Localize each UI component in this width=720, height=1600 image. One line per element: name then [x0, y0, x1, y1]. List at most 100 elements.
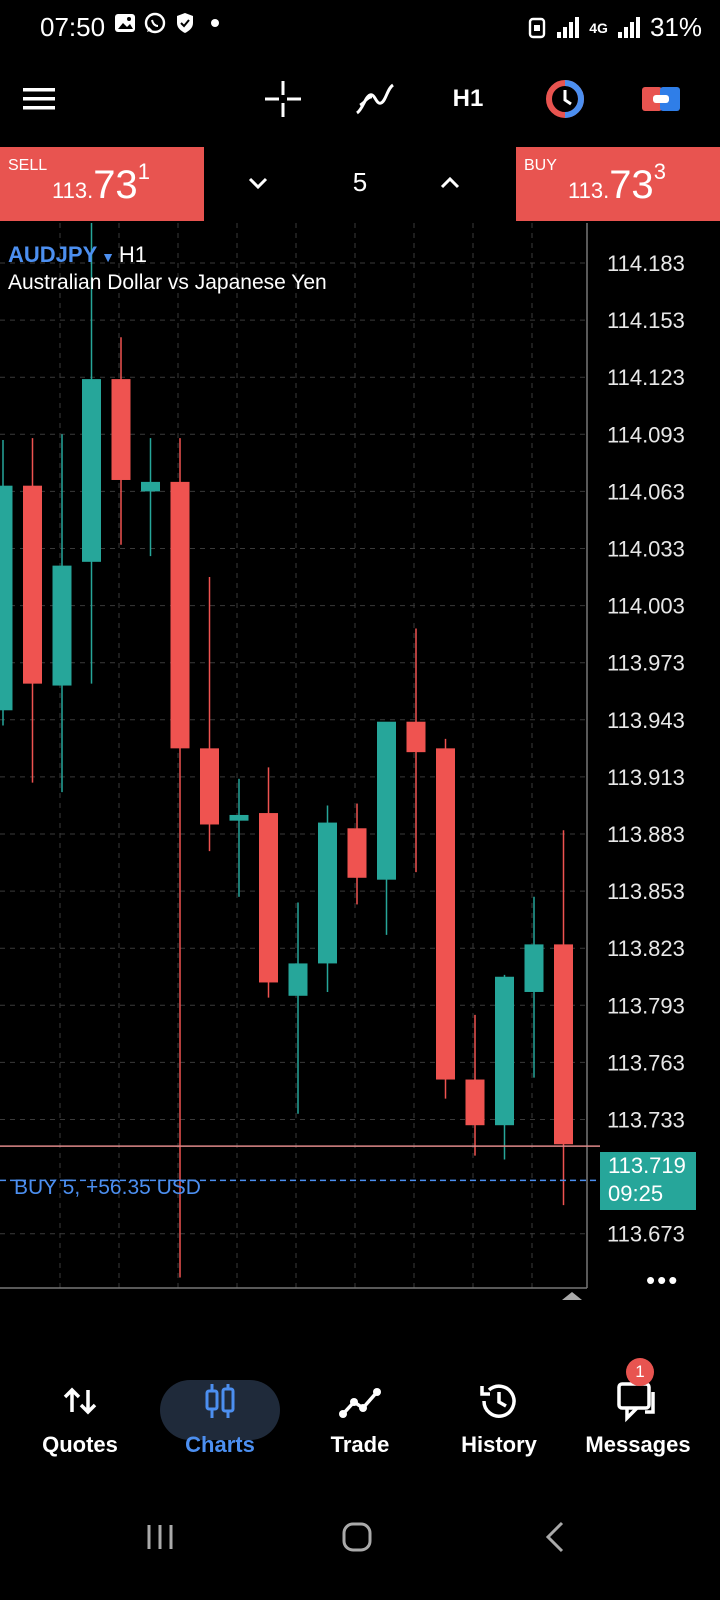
candle-body — [288, 963, 308, 996]
clock-trade-icon — [546, 80, 584, 118]
candle-body — [141, 481, 160, 492]
y-tick-label: 113.913 — [607, 765, 685, 790]
trade-icon — [339, 1388, 381, 1418]
nav-charts[interactable]: Charts — [150, 1360, 290, 1480]
nav-trade[interactable]: Trade — [290, 1360, 430, 1480]
quotes-icon — [63, 1387, 97, 1415]
crosshair-button[interactable] — [258, 74, 308, 124]
candle-body — [82, 379, 101, 562]
one-click-trading-button[interactable] — [540, 74, 590, 124]
alarm-icon — [529, 17, 546, 38]
sell-price-sup: 1 — [137, 159, 150, 184]
buy-button[interactable]: BUY 113.733 — [516, 147, 720, 221]
sell-price: 113.731 — [52, 159, 150, 208]
nav-quotes[interactable]: Quotes — [10, 1360, 150, 1480]
y-tick-label: 113.973 — [607, 651, 685, 676]
indicator-icon — [356, 83, 394, 115]
network-type: 4G — [589, 19, 608, 36]
scroll-marker — [562, 1292, 582, 1300]
gallery-icon — [115, 14, 135, 32]
crosshair-icon — [265, 81, 301, 117]
more-options-icon[interactable]: ••• — [646, 1265, 680, 1295]
history-icon — [480, 1384, 516, 1418]
nav-quotes-label: Quotes — [42, 1432, 118, 1457]
candle-body — [436, 748, 455, 1080]
y-tick-label: 113.733 — [607, 1108, 685, 1133]
signal-icon — [557, 16, 580, 38]
status-bar: 07:50 4G 31% — [0, 0, 720, 52]
price-chart[interactable]: 114.183 114.153 114.123 114.093 114.063 114.0… — [0, 223, 720, 1309]
sell-button[interactable]: SELL 113.731 — [0, 147, 204, 221]
volume-value[interactable]: 5 — [352, 167, 368, 197]
symbol-dropdown-icon[interactable]: ▼ — [97, 249, 119, 265]
y-tick-label: 114.093 — [607, 422, 685, 447]
candle-body — [0, 485, 13, 711]
home-icon[interactable] — [340, 1520, 374, 1554]
symbol-description: Australian Dollar vs Japanese Yen — [8, 271, 327, 294]
trade-toggle-button[interactable] — [636, 74, 686, 124]
symbol-name[interactable]: AUDJPY — [8, 242, 98, 267]
candle-body — [465, 1079, 485, 1126]
one-click-trade-bar: SELL 113.731 5 BUY 113.733 — [0, 147, 720, 223]
current-price: 113.719 — [608, 1153, 686, 1178]
indicators-button[interactable] — [350, 74, 400, 124]
candle-body — [52, 565, 72, 686]
y-tick-label: 113.883 — [607, 822, 685, 847]
whatsapp-icon — [144, 12, 166, 34]
back-icon[interactable] — [540, 1520, 570, 1554]
bottom-navigation: Quotes Charts Trade History 1 Messages — [0, 1358, 720, 1480]
status-right: 4G 31% — [527, 12, 702, 43]
position-label[interactable]: BUY 5, +56.35 USD — [14, 1176, 201, 1199]
y-tick-label: 113.823 — [607, 936, 685, 961]
buy-price-sup: 3 — [653, 159, 666, 184]
volume-control: 5 — [204, 147, 516, 221]
chevron-up-icon[interactable] — [432, 165, 468, 201]
menu-button[interactable] — [14, 74, 64, 124]
candle-body — [259, 813, 278, 983]
toggle-trade-icon — [642, 87, 680, 111]
nav-messages[interactable]: 1 Messages — [568, 1358, 708, 1480]
y-tick-label: 113.763 — [607, 1050, 685, 1075]
battery-percent: 31% — [649, 12, 702, 42]
nav-charts-label: Charts — [185, 1432, 255, 1457]
candle-body — [229, 814, 249, 821]
candle-body — [170, 481, 190, 749]
y-tick-label: 114.153 — [607, 308, 685, 333]
candle-body — [406, 721, 426, 753]
candle-body — [524, 944, 544, 992]
current-price-tag: 113.719 09:25 — [600, 1152, 696, 1210]
timeframe-button[interactable]: H1 — [452, 85, 484, 112]
chart-symbol-header: AUDJPY ▼ H1 — [8, 242, 147, 268]
y-tick-label: 113.793 — [607, 993, 685, 1018]
system-navigation-bar — [0, 1510, 720, 1600]
sell-price-big: 73 — [93, 163, 138, 207]
candle-body — [554, 944, 573, 1145]
signal-icon-2 — [617, 16, 640, 38]
bar-countdown: 09:25 — [608, 1181, 664, 1206]
y-tick-label: 113.943 — [607, 708, 685, 733]
charts-icon — [205, 1384, 235, 1418]
status-time: 07:50 — [40, 12, 106, 42]
y-tick-label: 114.183 — [607, 251, 685, 276]
buy-label: BUY — [524, 157, 557, 174]
y-tick-label: 114.063 — [607, 479, 685, 504]
candle-body — [347, 828, 367, 878]
candle-body — [200, 748, 219, 825]
chevron-down-icon[interactable] — [240, 165, 276, 201]
nav-history-label: History — [461, 1432, 537, 1457]
candle-body — [377, 721, 396, 880]
nav-history[interactable]: History — [429, 1360, 569, 1480]
y-tick-label: 114.123 — [607, 365, 685, 390]
candle-body — [495, 976, 514, 1126]
buy-price: 113.733 — [568, 159, 666, 208]
active-tab-highlight — [160, 1380, 280, 1440]
nav-trade-label: Trade — [330, 1432, 390, 1457]
candle-body — [318, 822, 337, 964]
sell-price-main: 113. — [52, 178, 94, 203]
candle-body — [111, 379, 131, 480]
sell-label: SELL — [8, 157, 48, 174]
dot-icon — [211, 19, 219, 27]
recent-apps-icon[interactable] — [144, 1522, 176, 1552]
messages-badge: 1 — [626, 1358, 654, 1386]
chart-timeframe: H1 — [118, 242, 148, 267]
